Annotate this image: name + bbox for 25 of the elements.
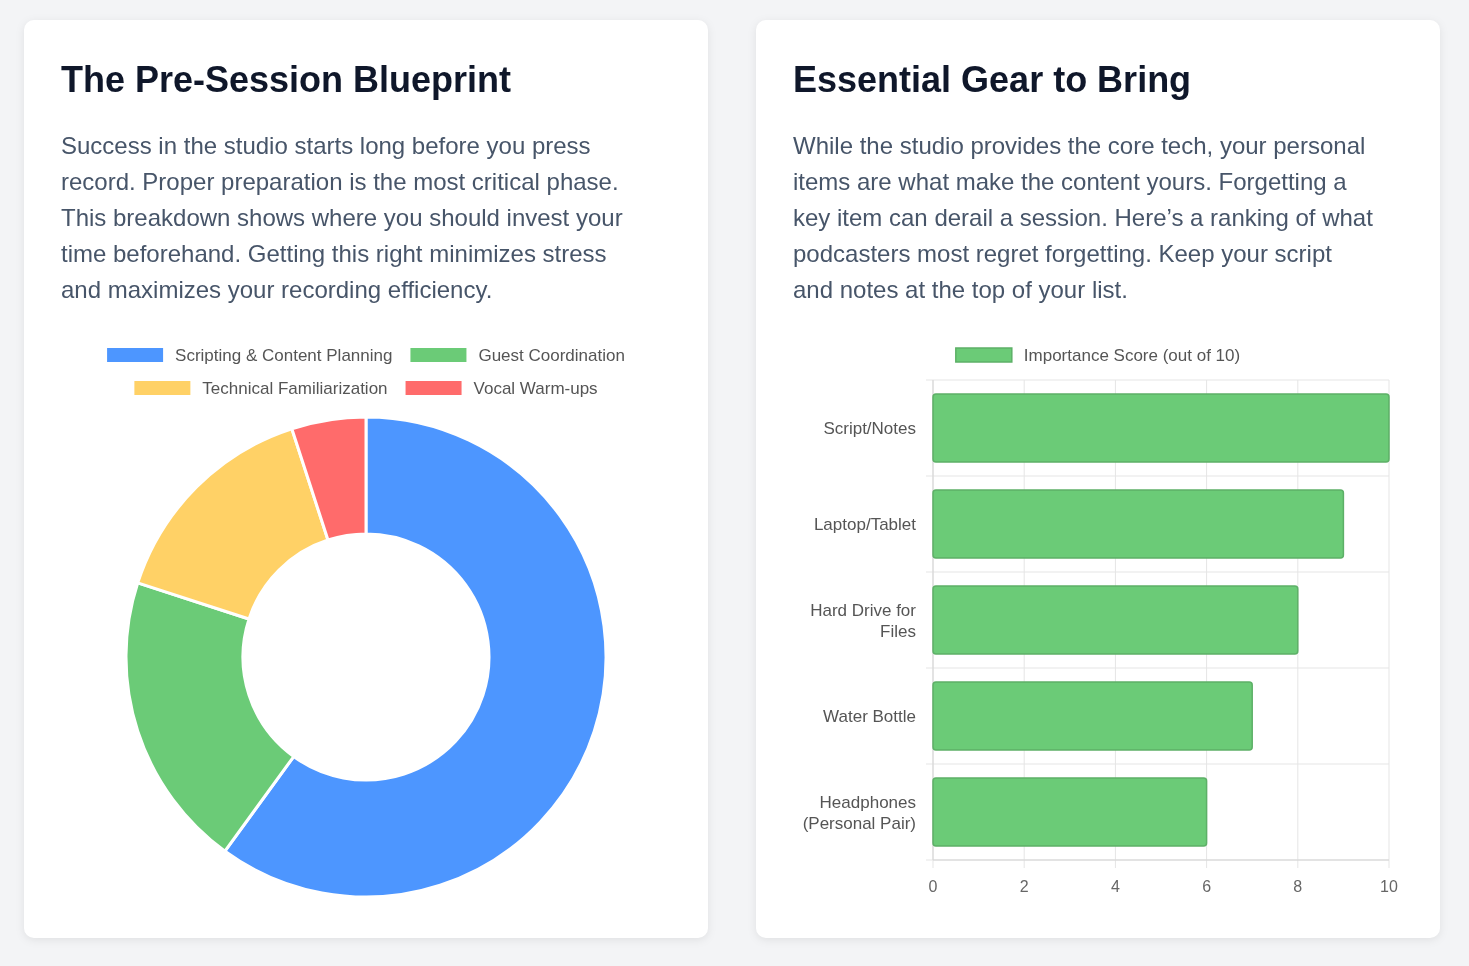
legend-label: Vocal Warm-ups — [473, 379, 598, 398]
x-tick-label: 10 — [1380, 878, 1398, 895]
chart-title: Essential Gear to Bring — [793, 59, 1192, 100]
x-tick-label: 2 — [1019, 878, 1029, 895]
bar — [932, 393, 1390, 463]
bar — [932, 777, 1208, 847]
y-tick-label: Laptop/Tablet — [813, 515, 917, 534]
y-tick-label: Hard Drive for Files — [810, 600, 917, 641]
bar — [932, 489, 1345, 559]
bar — [932, 585, 1299, 655]
legend-label: Scripting & Content Planning — [175, 346, 393, 365]
chart-subtitle: While the studio provides the core tech, your personal items are what make the content yours. Forgetting a key item can derail a session. Here’s a ranking of what podcasters most regret forgetting. Keep your script and notes at the top of your list. — [793, 132, 1374, 303]
legend-label: Technical Familiarization — [202, 379, 388, 398]
bar — [932, 681, 1253, 751]
x-tick-label: 8 — [1293, 878, 1303, 895]
x-tick-label: 4 — [1110, 878, 1120, 895]
legend-label: Guest Coordination — [478, 346, 625, 365]
x-tick-label: 0 — [928, 878, 938, 895]
chart-title: The Pre-Session Blueprint — [61, 59, 512, 100]
y-tick-label: Script/Notes — [823, 419, 916, 438]
y-tick-label: Headphones (Personal Pair) — [802, 792, 916, 833]
y-tick-label: Water Bottle — [823, 707, 916, 726]
x-tick-label: 6 — [1202, 878, 1212, 895]
chart-subtitle: Success in the studio starts long before you press record. Proper preparation is the most critical phase. This breakdown shows where you should invest your time beforehand. Getting this right minimizes stress and maximizes your recording efficiency. — [61, 132, 623, 303]
legend-label: Importance Score (out of 10) — [1023, 346, 1241, 365]
